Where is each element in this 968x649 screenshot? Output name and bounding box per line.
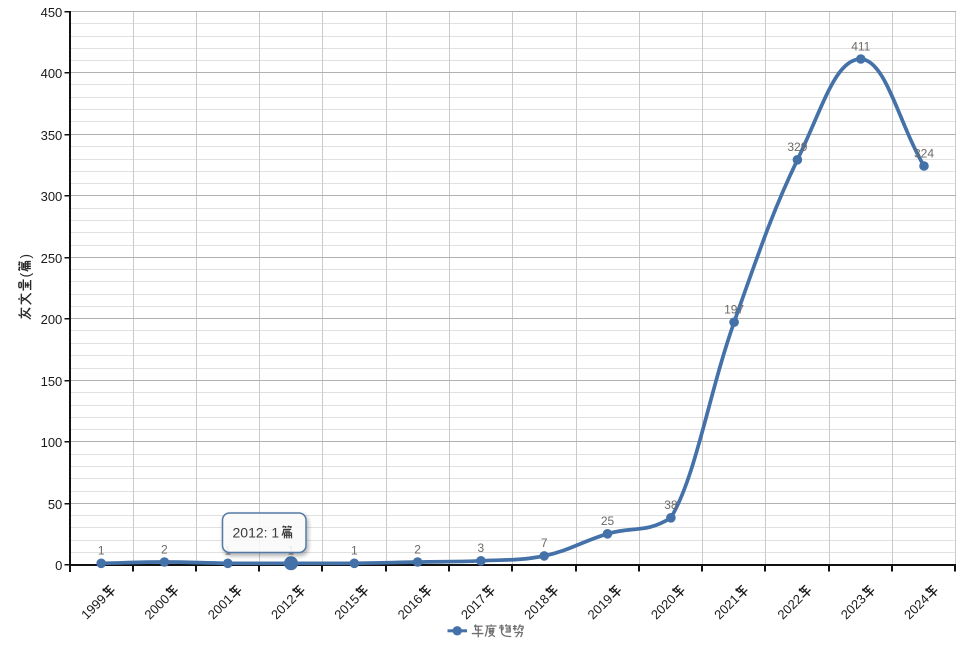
svg-text:50: 50 [48, 497, 62, 512]
svg-text:1999: 1999 [78, 591, 109, 622]
svg-text:2001: 2001 [205, 591, 236, 622]
svg-text:2: 2 [161, 542, 168, 556]
svg-text:300: 300 [41, 189, 63, 204]
svg-text:2: 2 [414, 542, 421, 556]
svg-text:7: 7 [541, 536, 548, 550]
svg-text:3: 3 [478, 541, 485, 555]
svg-text:2020: 2020 [648, 591, 679, 622]
svg-text:2022: 2022 [774, 591, 805, 622]
svg-text:400: 400 [41, 66, 63, 81]
svg-text:38: 38 [664, 498, 678, 512]
svg-text:): ) [17, 254, 33, 259]
svg-text:(: ( [17, 273, 33, 278]
svg-text:2012: 1: 2012: 1 [233, 524, 280, 540]
svg-text:2015: 2015 [331, 591, 362, 622]
svg-text:2012: 2012 [268, 591, 299, 622]
svg-text:450: 450 [41, 5, 63, 20]
svg-text:2018: 2018 [521, 591, 552, 622]
svg-text:2017: 2017 [458, 591, 489, 622]
svg-text:0: 0 [55, 558, 62, 573]
svg-text:1: 1 [98, 544, 105, 558]
svg-text:197: 197 [724, 303, 744, 317]
svg-text:150: 150 [41, 374, 63, 389]
svg-text:2016: 2016 [395, 591, 426, 622]
svg-text:2021: 2021 [711, 591, 742, 622]
svg-text:2024: 2024 [901, 591, 932, 622]
svg-text:200: 200 [41, 312, 63, 327]
svg-text:2000: 2000 [141, 591, 172, 622]
svg-text:2023: 2023 [838, 591, 869, 622]
svg-text:350: 350 [41, 128, 63, 143]
svg-text:250: 250 [41, 251, 63, 266]
svg-text:1: 1 [351, 544, 358, 558]
svg-text:324: 324 [914, 146, 934, 160]
svg-text:100: 100 [41, 435, 63, 450]
svg-text:2019: 2019 [584, 591, 615, 622]
svg-text:329: 329 [787, 140, 807, 154]
svg-text:411: 411 [851, 39, 870, 53]
svg-text:25: 25 [601, 514, 615, 528]
